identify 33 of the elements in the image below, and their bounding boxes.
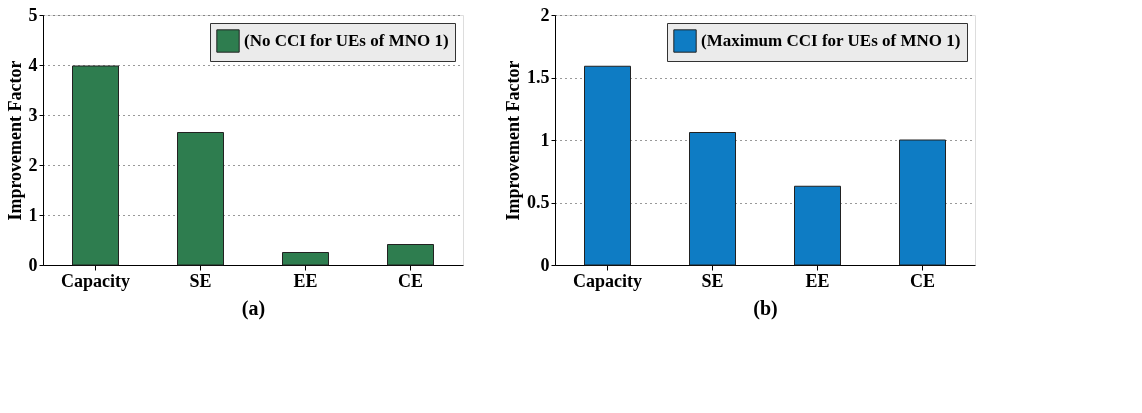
y-axis-title: Improvement Factor: [4, 60, 25, 221]
y-tick-label: 2: [540, 4, 550, 25]
bar: [72, 65, 119, 266]
y-tick-label: 2: [28, 154, 38, 175]
bar: [282, 252, 329, 266]
x-axis-title: (a): [241, 296, 266, 320]
y-tick-label: 0: [540, 254, 550, 275]
bar: [689, 132, 736, 266]
y-axis-title: Improvement Factor: [503, 60, 523, 221]
x-axis-title: (b): [753, 296, 778, 320]
x-tick-label: EE: [293, 270, 318, 291]
x-tick-label: Capacity: [573, 270, 642, 291]
legend-label: (No CCI for UEs of MNO 1): [244, 31, 449, 50]
legend-label: (Maximum CCI for UEs of MNO 1): [701, 31, 961, 50]
y-tick-label: 1: [28, 204, 38, 225]
x-tick-label: SE: [189, 270, 212, 291]
bar: [177, 132, 224, 266]
bar: [899, 139, 946, 266]
bar: [794, 185, 841, 266]
y-tick-label: 1.5: [527, 67, 550, 87]
y-tick-label: 0.5: [527, 192, 550, 212]
y-tick-label: 3: [28, 104, 38, 125]
bar: [584, 65, 631, 266]
x-tick-label: CE: [397, 270, 424, 291]
y-tick-label: 0: [28, 254, 38, 275]
y-tick-label: 5: [28, 4, 38, 25]
y-tick-label: 4: [28, 54, 38, 75]
bar: [387, 244, 434, 266]
y-tick-label: 1: [540, 129, 550, 150]
x-tick-label: SE: [701, 270, 724, 291]
x-tick-label: Capacity: [61, 270, 130, 291]
x-tick-label: CE: [909, 270, 936, 291]
x-tick-label: EE: [805, 270, 830, 291]
